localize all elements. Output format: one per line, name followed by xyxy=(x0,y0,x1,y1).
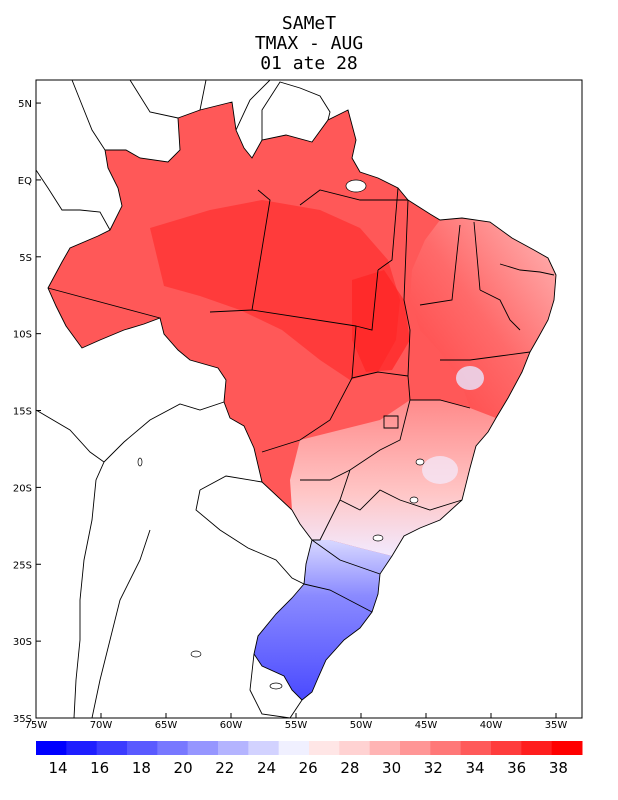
colorbar-swatch xyxy=(430,741,462,755)
colorbar-swatch xyxy=(157,741,189,755)
x-tick-label: 40W xyxy=(480,720,503,731)
y-tick-label: EQ xyxy=(18,176,32,187)
lake-6 xyxy=(137,457,143,467)
colorbar-label: 38 xyxy=(549,759,568,777)
colorbar-label: 24 xyxy=(257,759,276,777)
colorbar-swatch xyxy=(551,741,583,755)
y-tick-label: 25S xyxy=(13,560,32,571)
x-tick-label: 70W xyxy=(90,720,113,731)
colorbar-swatch xyxy=(66,741,98,755)
map-body xyxy=(36,80,557,718)
colorbar-swatch xyxy=(127,741,158,755)
state-lines xyxy=(47,187,555,613)
borders xyxy=(36,80,557,718)
lakes xyxy=(137,179,425,690)
colorbar-swatch xyxy=(96,741,128,755)
x-tick-label: 55W xyxy=(285,720,308,731)
colorbar-swatch xyxy=(400,741,431,755)
colorbar-label: 20 xyxy=(174,759,193,777)
map-title: SAMeT TMAX - AUG 01 ate 28 xyxy=(0,14,618,74)
map-frame xyxy=(35,79,583,719)
colorbar-swatch xyxy=(491,741,522,755)
colorbar-swatch xyxy=(369,741,401,755)
colorbar-label: 14 xyxy=(48,759,67,777)
colorbar-label: 34 xyxy=(465,759,484,777)
y-tick-label: 20S xyxy=(13,483,32,494)
colorbar-label: 18 xyxy=(132,759,151,777)
region-southeast xyxy=(290,400,496,556)
region-northeast xyxy=(410,218,556,418)
x-tick-label: 35W xyxy=(545,720,568,731)
lake-5 xyxy=(190,650,202,658)
y-tick-label: 5S xyxy=(19,253,32,264)
cool-spot-2 xyxy=(422,456,458,484)
cool-spot-1 xyxy=(456,366,484,390)
colorbar-label: 16 xyxy=(90,759,109,777)
region-south xyxy=(254,540,392,700)
title-line-1: SAMeT xyxy=(281,13,337,34)
colorbar-swatch xyxy=(248,741,280,755)
y-tick-label: 35S xyxy=(13,714,32,725)
colorbar-swatch xyxy=(309,741,340,755)
lake-2 xyxy=(409,496,419,504)
colorbar-swatch xyxy=(187,741,219,755)
colorbar-label: 36 xyxy=(507,759,526,777)
hot-core xyxy=(150,200,400,380)
colorbar-swatch xyxy=(218,741,249,755)
y-tick-label: 30S xyxy=(13,637,32,648)
colorbar-label: 22 xyxy=(215,759,234,777)
x-tick-label: 50W xyxy=(350,720,373,731)
colorbar-swatch xyxy=(460,741,492,755)
y-tick-label: 15S xyxy=(13,407,32,418)
colorbar-label: 26 xyxy=(299,759,318,777)
colorbar-swatch xyxy=(339,741,371,755)
title-line-3: 01 ate 28 xyxy=(260,53,358,74)
lake-1 xyxy=(415,458,425,466)
colorbar: 14 16 18 20 22 24 26 28 30 32 34 36 38 xyxy=(36,741,583,777)
x-tick-label: 60W xyxy=(220,720,243,731)
colorbar-label: 32 xyxy=(424,759,443,777)
lake-3 xyxy=(372,534,384,542)
colorbar-label: 30 xyxy=(382,759,401,777)
colorbar-swatch xyxy=(521,741,553,755)
x-tick-label: 75W xyxy=(25,720,48,731)
colorbar-swatch xyxy=(36,741,67,755)
y-tick-label: 5N xyxy=(18,99,32,110)
island-marajo xyxy=(345,179,367,193)
brazil-border xyxy=(47,101,557,701)
lake-4 xyxy=(269,682,283,690)
colorbar-swatch xyxy=(278,741,310,755)
colorbar-label: 28 xyxy=(340,759,359,777)
neighbour-borders xyxy=(36,80,331,718)
title-line-2: TMAX - AUG xyxy=(254,33,364,54)
y-tick-label: 10S xyxy=(13,330,32,341)
federal-district xyxy=(383,415,399,429)
x-tick-label: 65W xyxy=(155,720,178,731)
x-tick-label: 45W xyxy=(415,720,438,731)
axis-ticks: 75W 70W 65W 60W 55W 50W 45W 40W 35W 5N EQ 5S 10S 15S 2… xyxy=(13,99,567,731)
hot-core-2 xyxy=(352,270,410,372)
